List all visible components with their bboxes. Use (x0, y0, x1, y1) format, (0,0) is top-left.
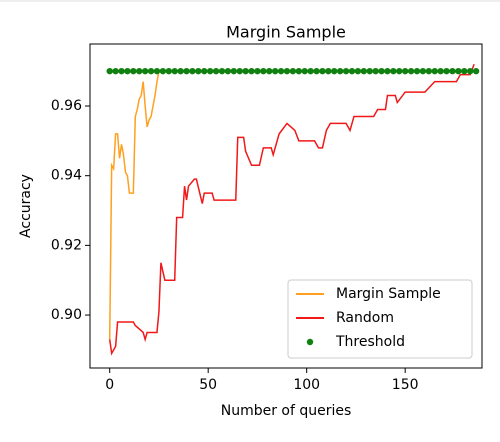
scatter-point (307, 67, 314, 75)
scatter-point (419, 67, 427, 75)
chart-title: Margin Sample (226, 23, 346, 42)
scatter-point (271, 67, 279, 75)
scatter-point (449, 67, 456, 75)
scatter-point (206, 67, 214, 75)
scatter-point (348, 67, 356, 75)
scatter-point (260, 67, 267, 75)
legend-swatch (306, 338, 314, 346)
x-axis-label: Number of queries (221, 403, 352, 419)
scatter-point (295, 67, 303, 75)
scatter-point (136, 67, 143, 75)
scatter-point (183, 67, 190, 75)
y-tick-label: 0.92 (51, 237, 82, 253)
legend-label: Margin Sample (336, 286, 441, 302)
legend-label: Random (336, 310, 394, 326)
scatter-point (159, 67, 167, 75)
scatter-point (472, 67, 480, 75)
scatter-point (141, 67, 149, 75)
scatter-point (437, 67, 444, 75)
scatter-point (289, 67, 297, 75)
scatter-point (230, 67, 237, 75)
y-tick-label: 0.94 (51, 168, 82, 184)
scatter-point (171, 67, 178, 75)
scatter-point (461, 67, 468, 75)
x-tick-label: 100 (293, 377, 320, 393)
scatter-point (319, 67, 326, 75)
scatter-point (218, 67, 226, 75)
scatter-point (390, 67, 397, 75)
scatter-point (455, 67, 462, 75)
scatter-point (189, 67, 196, 75)
scatter-point (177, 67, 184, 75)
scatter-point (242, 67, 249, 75)
x-tick-label: 50 (199, 377, 217, 393)
scatter-point (266, 67, 273, 75)
scatter-point (378, 67, 385, 75)
scatter-point (195, 67, 202, 75)
scatter-point (396, 67, 403, 75)
scatter-point (325, 67, 332, 75)
scatter-point (336, 67, 344, 75)
scatter-point (254, 67, 261, 75)
x-tick-label: 0 (105, 377, 114, 393)
scatter-point (224, 67, 232, 75)
legend-box (287, 279, 473, 359)
scatter-point (165, 67, 172, 75)
scatter-point (118, 67, 125, 75)
scatter-point (331, 67, 338, 75)
series-line (108, 63, 475, 356)
x-tick-label: 150 (392, 377, 419, 393)
scatter-point (425, 67, 433, 75)
scatter-point (248, 67, 255, 75)
scatter-point (354, 67, 362, 75)
plot-frame (89, 43, 483, 369)
scatter-point (283, 67, 291, 75)
scatter-point (466, 67, 474, 75)
scatter-point (413, 67, 421, 75)
scatter-point (201, 67, 208, 75)
scatter-point (407, 67, 415, 75)
scatter-point (130, 67, 137, 75)
y-tick-label: 0.90 (51, 307, 82, 323)
scatter-point (106, 67, 113, 75)
y-tick-label: 0.96 (51, 98, 82, 114)
scatter-point (236, 67, 243, 75)
scatter-point (112, 67, 119, 75)
scatter-point (124, 67, 131, 75)
y-axis-label: Accuracy (18, 174, 34, 238)
scatter-point (301, 67, 308, 75)
series-line (108, 71, 160, 340)
scatter-point (366, 67, 373, 75)
scatter-point (401, 67, 409, 75)
legend-label: Threshold (335, 334, 405, 350)
scatter-point (153, 67, 161, 75)
scatter-point (443, 67, 450, 75)
scatter-point (342, 67, 350, 75)
scatter-point (431, 67, 438, 75)
scatter-point (277, 67, 285, 75)
scatter-point (384, 67, 391, 75)
scatter-point (147, 67, 155, 75)
scatter-point (212, 67, 220, 75)
scatter-point (313, 67, 320, 75)
scatter-point (360, 67, 368, 75)
scatter-point (372, 67, 379, 75)
